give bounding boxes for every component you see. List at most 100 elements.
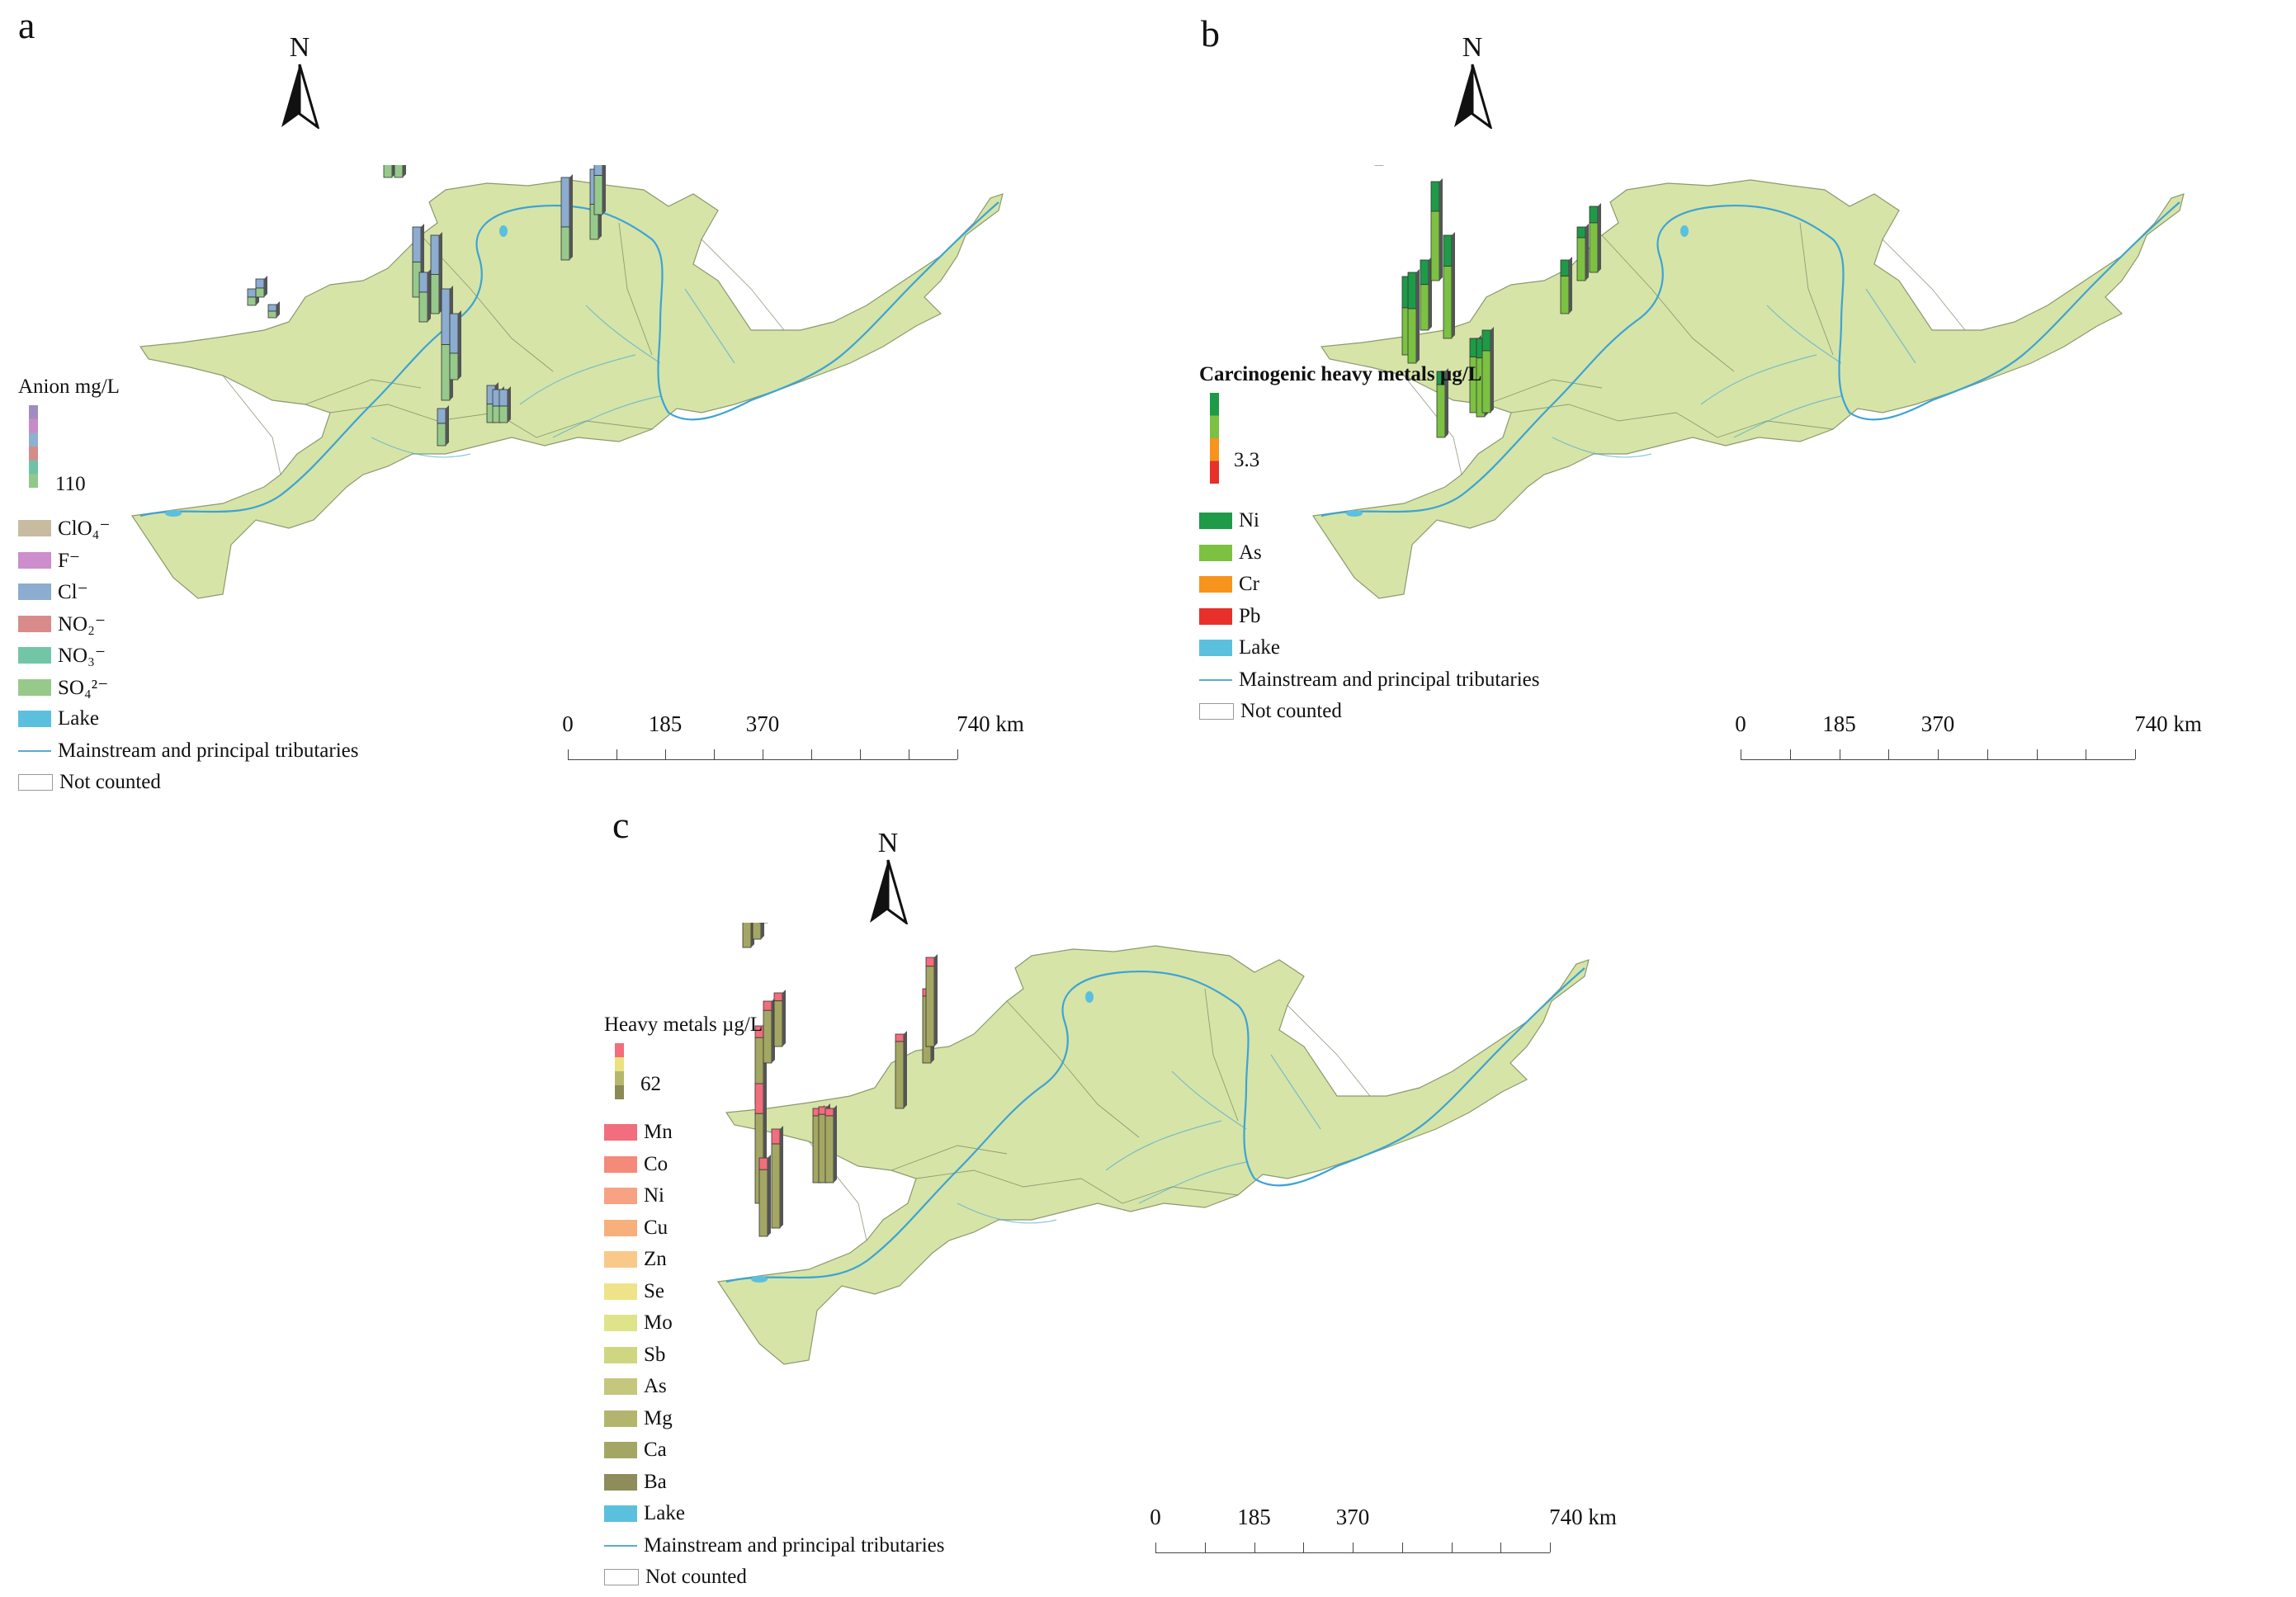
- bar-segment-bottom: [383, 165, 393, 178]
- bar-side: [276, 301, 280, 318]
- sub-basin-boundary: [420, 234, 554, 372]
- bar-side: [1439, 178, 1443, 281]
- panel-c: c N Heavy metals µg/L 62 Mn Co Ni Cu Zn Se Mo S…: [0, 799, 2296, 1597]
- legend-items: ClO₄⁻ F⁻ Cl⁻ NO₂⁻ NO₃⁻ SO₄²⁻ Lake Mainstream an…: [18, 513, 414, 799]
- bar-side: [780, 1126, 783, 1228]
- bar-segment-top: [418, 272, 428, 293]
- bar-segment-top: [1430, 181, 1440, 212]
- legend-swatch: [18, 678, 51, 696]
- legend-swatch: [1199, 513, 1232, 530]
- bar-segment-bottom: [1589, 222, 1599, 273]
- bar-segment-bottom: [593, 175, 603, 215]
- north-arrow-icon: [281, 64, 320, 130]
- bar-side: [1598, 203, 1601, 272]
- scale-tick: [1987, 749, 1988, 759]
- scale-line: [568, 759, 957, 760]
- bar-segment-top: [247, 288, 257, 298]
- panel-b: b N Carcinogenic heavy metals µg/L 3.3 N…: [1148, 0, 2296, 799]
- scale-tick: [1303, 1543, 1305, 1552]
- legend-scale-segment: [615, 1057, 624, 1072]
- scale-tick: [1451, 1543, 1453, 1552]
- bar-side: [508, 386, 511, 423]
- legend-item: Cl⁻: [18, 576, 414, 608]
- legend-item-label: Cr: [1239, 573, 1259, 596]
- legend-title: Carcinogenic heavy metals µg/L: [1199, 363, 1482, 385]
- scale-label: 185: [648, 711, 683, 736]
- legend-item: Ca: [604, 1434, 1033, 1467]
- bar-segment-bottom: [449, 352, 459, 380]
- bar-side: [1585, 224, 1589, 281]
- legend: Carcinogenic heavy metals µg/L 3.3 Ni As C…: [1199, 363, 1645, 728]
- tributary: [957, 1202, 1057, 1224]
- bar-segment-top: [267, 304, 277, 312]
- legend: Heavy metals µg/L 62 Mn Co Ni Cu Zn Se Mo Sb As M…: [604, 1013, 1033, 1594]
- legend-title: Heavy metals µg/L: [604, 1013, 763, 1036]
- tributary: [1700, 354, 1817, 405]
- basin-group: [716, 945, 1590, 1365]
- scale-tick: [1204, 1543, 1206, 1552]
- bar-segment-top: [773, 992, 783, 1002]
- legend-item: Mainstream and principal tributaries: [18, 735, 414, 768]
- legend-swatch: [604, 1442, 637, 1459]
- lake: [1680, 225, 1689, 237]
- mainstream-river: [139, 201, 999, 517]
- scale-tick: [1155, 1543, 1156, 1552]
- legend-swatch: [604, 1155, 637, 1173]
- legend-swatch: [604, 1378, 637, 1396]
- legend-scale-value: 62: [640, 1073, 661, 1095]
- tributary: [519, 354, 636, 405]
- bar-side: [458, 310, 461, 380]
- bar-segment-top: [255, 278, 265, 289]
- legend-scale-segment: [29, 460, 38, 475]
- scale-bar: 0 185 370 740 km: [1150, 1505, 1617, 1554]
- sub-basin-boundary: [1287, 1004, 1371, 1097]
- bar-side: [569, 174, 573, 260]
- legend-items: Mn Co Ni Cu Zn Se Mo Sb As Mg Ca Ba Lake Mainstream a…: [604, 1117, 1033, 1594]
- legend-swatch: [18, 711, 51, 728]
- bar-segment-bottom: [742, 923, 752, 948]
- bar-segment-bottom: [394, 165, 404, 178]
- scale-bar: 0 185 370 740 km: [1735, 711, 2202, 761]
- tributary: [1138, 1161, 1247, 1204]
- bar-side: [403, 165, 406, 177]
- legend-item-label: Lake: [1239, 636, 1280, 659]
- legend-item-label: Ba: [644, 1470, 667, 1493]
- legend-item: Lake: [18, 703, 414, 735]
- bar-segment-bottom: [1560, 276, 1570, 314]
- legend-item: Not counted: [604, 1562, 1033, 1594]
- bar-segment-bottom: [1430, 210, 1440, 281]
- legend-item-label: Mainstream and principal tributaries: [58, 739, 359, 762]
- legend-item: Cu: [604, 1212, 1033, 1245]
- legend-item-label: Ca: [644, 1439, 667, 1462]
- legend-swatch: [1199, 607, 1232, 625]
- legend-item: Ni: [1199, 505, 1645, 537]
- legend-scale-segment: [1210, 393, 1219, 416]
- legend-swatch: [1199, 544, 1232, 561]
- legend-item: Ni: [604, 1180, 1033, 1212]
- bar-segment-top: [560, 177, 570, 228]
- bar-side: [602, 165, 606, 215]
- legend-swatch: [604, 1544, 637, 1547]
- legend-item-label: Cu: [644, 1216, 668, 1239]
- legend-swatch: [604, 1346, 637, 1363]
- legend-item: Se: [604, 1276, 1033, 1308]
- legend-scale-segment: [29, 418, 38, 433]
- legend-swatch: [604, 1188, 637, 1205]
- scale-label: 740 km: [957, 711, 1024, 736]
- basin-map: [716, 923, 1590, 1365]
- bar-side: [1569, 257, 1572, 314]
- bar-segment-bottom: [267, 310, 277, 319]
- bar-side: [1452, 232, 1455, 338]
- bar-segment-top: [1589, 206, 1599, 224]
- bar-segment-bottom: [1420, 284, 1429, 331]
- legend-item: Cr: [1199, 569, 1645, 601]
- legend-item: Mn: [604, 1117, 1033, 1149]
- legend-item: Mainstream and principal tributaries: [604, 1530, 1033, 1562]
- legend-scale-value: 3.3: [1234, 449, 1260, 471]
- bar-segment-top: [593, 165, 603, 176]
- legend-swatch: [1199, 703, 1234, 721]
- legend-scale-segment: [615, 1071, 624, 1086]
- basin-group: [1311, 179, 2185, 599]
- bar-side: [264, 276, 267, 297]
- lake: [1085, 991, 1094, 1003]
